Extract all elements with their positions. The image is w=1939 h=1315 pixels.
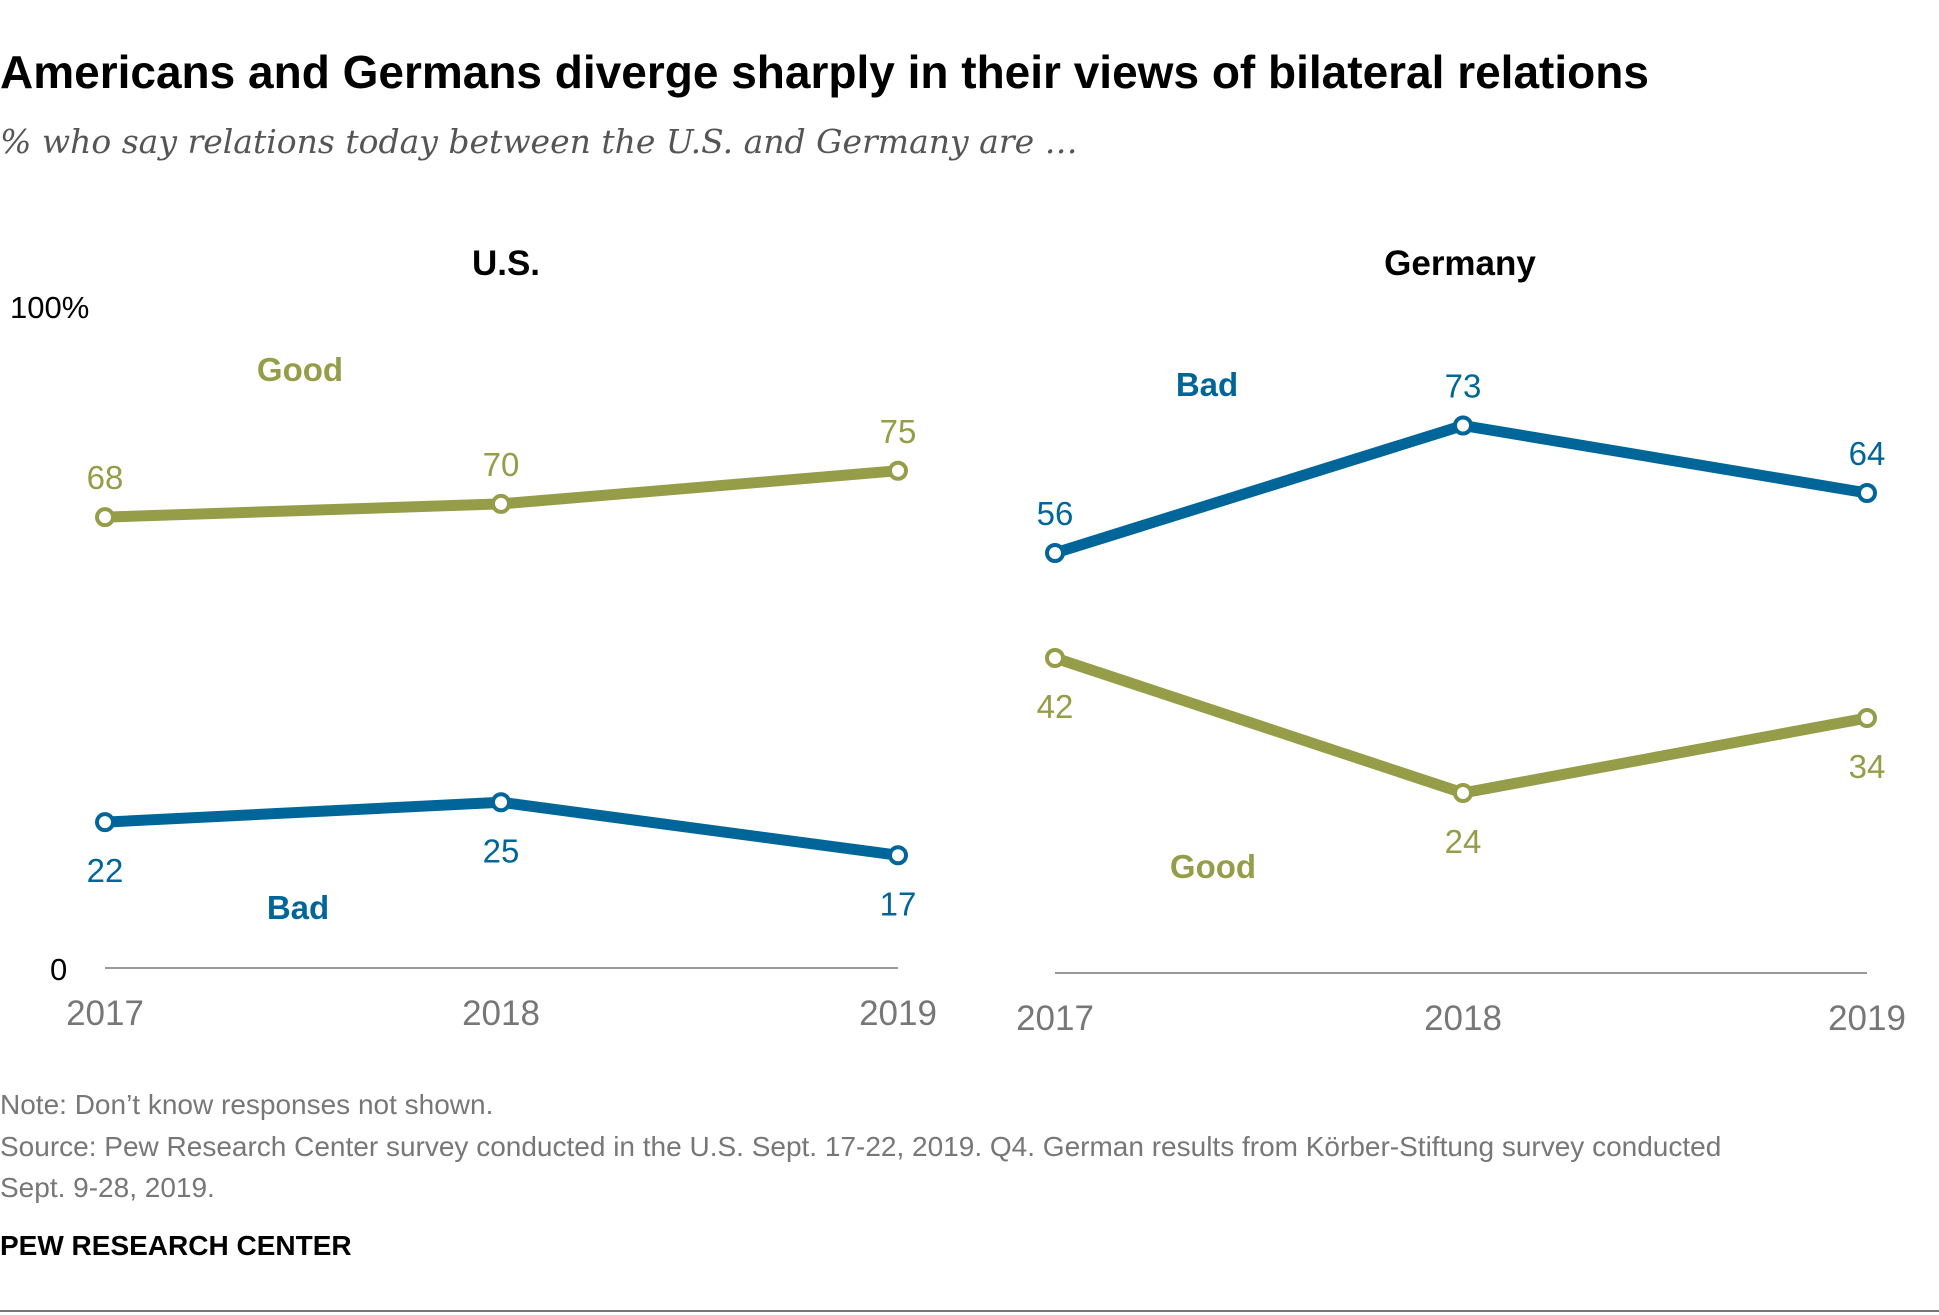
germany-good-label-2019: 34 <box>1849 748 1886 785</box>
us-bad-point-2017 <box>95 812 115 833</box>
source-line-2: Sept. 9-28, 2019. <box>0 1172 215 1203</box>
germany-x-tick-2018: 2018 <box>1424 999 1502 1038</box>
panel-title-us: U.S. <box>472 244 540 283</box>
us-bad-point-2019 <box>888 845 908 866</box>
us-bad-point-2018 <box>491 792 511 813</box>
germany-x-tick-2019: 2019 <box>1828 999 1906 1038</box>
us-x-tick-2019: 2019 <box>859 994 937 1033</box>
germany-good-line <box>1053 652 1869 799</box>
germany-good-point-2019 <box>1857 708 1877 728</box>
us-good-series-label: Good <box>257 351 343 388</box>
germany-bad-label-2019: 64 <box>1849 435 1886 472</box>
y-tick-0: 0 <box>50 952 67 987</box>
us-good-point-2018 <box>491 493 511 514</box>
chart-title: Americans and Germans diverge sharply in… <box>0 46 1649 98</box>
germany-bad-line <box>1053 420 1868 559</box>
us-good-label-2017: 68 <box>87 459 124 496</box>
germany-good-label-2018: 24 <box>1445 823 1482 860</box>
germany-x-tick-2017: 2017 <box>1016 999 1094 1038</box>
us-bad-label-2017: 22 <box>87 852 124 889</box>
us-good-point-2019 <box>888 460 908 481</box>
germany-bad-series-label: Bad <box>1176 366 1238 403</box>
us-good-label-2019: 75 <box>880 413 917 450</box>
us-x-tick-2018: 2018 <box>462 994 540 1033</box>
us-good-label-2018: 70 <box>483 446 520 483</box>
germany-bad-label-2018: 73 <box>1445 368 1482 405</box>
y-tick-100: 100% <box>10 290 89 325</box>
us-bad-label-2018: 25 <box>483 832 520 869</box>
us-x-tick-2017: 2017 <box>66 994 144 1033</box>
brand: PEW RESEARCH CENTER <box>0 1230 352 1261</box>
germany-bad-label-2017: 56 <box>1037 495 1074 532</box>
note: Note: Don’t know responses not shown. <box>0 1089 493 1120</box>
us-good-point-2017 <box>95 507 115 528</box>
germany-good-point-2017 <box>1045 648 1065 668</box>
germany-good-series-label: Good <box>1170 848 1256 885</box>
chart-subtitle: % who say relations today between the U.… <box>0 122 1078 161</box>
source-line-1: Source: Pew Research Center survey condu… <box>0 1131 1721 1162</box>
germany-bad-point-2019 <box>1857 483 1877 503</box>
germany-bad-point-2017 <box>1045 543 1065 563</box>
germany-good-label-2017: 42 <box>1037 688 1074 725</box>
panel-title-germany: Germany <box>1384 244 1536 283</box>
germany-good-point-2018 <box>1453 783 1473 803</box>
us-bad-series-label: Bad <box>267 889 329 926</box>
germany-bad-point-2018 <box>1453 415 1473 436</box>
us-bad-label-2019: 17 <box>880 885 917 922</box>
